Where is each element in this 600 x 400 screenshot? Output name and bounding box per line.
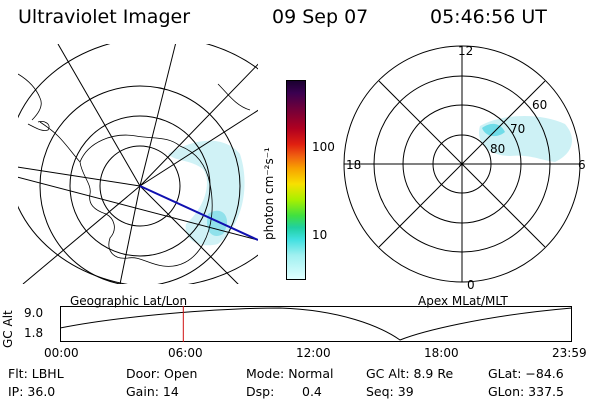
xtick-0000: 00:00 [44, 346, 79, 360]
mode-readout: Mode: Normal [246, 366, 334, 381]
lat-circle-outer [39, 85, 241, 284]
colorbar [286, 80, 306, 280]
gain-readout: Gain: 14 [126, 384, 179, 399]
seq-readout: Seq: 39 [366, 384, 414, 399]
right-map-caption: Apex MLat/MLT [418, 294, 508, 308]
mlat-label-80: 80 [490, 142, 506, 156]
mlat-label-60: 60 [532, 98, 548, 112]
dsp-label: Dsp: [246, 384, 275, 399]
glon-readout: GLon: 337.5 [488, 384, 564, 399]
altitude-plot [60, 306, 572, 342]
xtick-1800: 18:00 [424, 346, 459, 360]
mlt-label-12: 12 [458, 44, 474, 58]
xtick-2359: 23:59 [552, 346, 587, 360]
mlt-label-0: 0 [467, 278, 475, 292]
xtick-1200: 12:00 [296, 346, 331, 360]
xtick-0600: 06:00 [168, 346, 203, 360]
apex-map [343, 45, 581, 283]
orbit-track [139, 185, 258, 241]
altitude-ylabel: GC Alt [1, 310, 15, 348]
geographic-map [18, 44, 258, 284]
mlt-label-18: 18 [346, 158, 362, 172]
date-readout: 09 Sep 07 [272, 6, 369, 28]
ip-readout: IP: 36.0 [8, 384, 56, 399]
mlt-label-6: 6 [578, 158, 586, 172]
left-map-caption: Geographic Lat/Lon [70, 294, 188, 308]
app-title: Ultraviolet Imager [18, 6, 191, 28]
altitude-ytick-9: 9.0 [24, 306, 44, 320]
door-readout: Door: Open [126, 366, 198, 381]
altitude-ytick-1.8: 1.8 [24, 326, 44, 340]
colorbar-label: photon cm⁻²s⁻¹ [262, 147, 276, 240]
time-readout: 05:46:56 UT [430, 6, 547, 28]
dsp-value: 0.4 [302, 384, 322, 399]
glat-readout: GLat: −84.6 [488, 366, 564, 381]
mlat-label-70: 70 [510, 122, 526, 136]
altitude-curve [60, 307, 572, 341]
gc-alt-readout: GC Alt: 8.9 Re [366, 366, 454, 381]
filter-readout: Flt: LBHL [8, 366, 64, 381]
colorbar-tick-100: 100 [312, 140, 335, 154]
colorbar-tick-10: 10 [312, 228, 328, 242]
antarctica-coastline [79, 134, 213, 267]
